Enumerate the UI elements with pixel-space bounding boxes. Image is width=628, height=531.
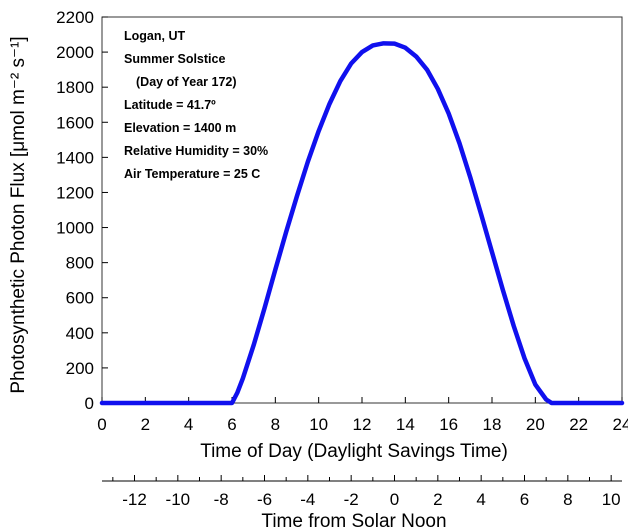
y-tick-label: 600: [66, 289, 94, 308]
y-axis-title: Photosynthetic Photon Flux [μmol m⁻² s⁻¹…: [8, 36, 29, 393]
x-tick-label: 6: [227, 415, 236, 434]
x-tick-label: 12: [353, 415, 372, 434]
ppf-series-line: [99, 41, 625, 406]
x-tick-label: 2: [141, 415, 150, 434]
secondary-tick-label: 10: [602, 490, 621, 509]
x-tick-label: 10: [309, 415, 328, 434]
secondary-tick-label: -12: [122, 490, 147, 509]
y-tick-label: 1400: [56, 148, 94, 167]
y-tick-marks: [102, 16, 108, 404]
x-tick-label: 16: [439, 415, 458, 434]
secondary-tick-label: -10: [166, 490, 191, 509]
annotation-line: Logan, UT: [124, 29, 185, 43]
secondary-axis-tick-marks: [112, 475, 612, 481]
x-tick-label: 22: [569, 415, 588, 434]
annotation-line: (Day of Year 172): [136, 75, 237, 89]
x-tick-label: 0: [97, 415, 106, 434]
secondary-tick-label: -4: [300, 490, 315, 509]
secondary-tick-label: 2: [433, 490, 442, 509]
y-tick-label: 1000: [56, 219, 94, 238]
annotation-line: Elevation = 1400 m: [124, 121, 236, 135]
y-tick-label: 400: [66, 324, 94, 343]
secondary-tick-label: 6: [520, 490, 529, 509]
secondary-tick-label: 4: [476, 490, 485, 509]
x-tick-label: 8: [271, 415, 280, 434]
y-tick-label: 800: [66, 254, 94, 273]
x-tick-label: 14: [396, 415, 415, 434]
x-tick-labels: 0 2 4 6 8 10 12 14 16 18 20 22 24: [97, 415, 628, 434]
secondary-tick-label: -8: [214, 490, 229, 509]
secondary-axis-title: Time from Solar Noon: [261, 511, 446, 531]
x-axis-title: Time of Day (Daylight Savings Time): [200, 441, 508, 462]
y-tick-labels: 0 200 400 600 800 1000 1200 1400 1600 1800 2000 220…: [56, 8, 94, 413]
x-tick-label: 18: [483, 415, 502, 434]
annotation-line: Summer Solstice: [124, 52, 225, 66]
secondary-tick-label: -6: [257, 490, 272, 509]
x-tick-label: 24: [613, 415, 628, 434]
secondary-axis-tick-labels: -12 -10 -8 -6 -4 -2 0 2 4 6 8 10: [122, 490, 620, 509]
annotation-block: Logan, UT Summer Solstice (Day of Year 172…: [124, 29, 268, 181]
x-tick-label: 20: [526, 415, 545, 434]
y-tick-label: 200: [66, 359, 94, 378]
y-tick-label: 1800: [56, 78, 94, 97]
y-tick-label: 0: [85, 394, 94, 413]
series-layer: [99, 41, 625, 406]
secondary-tick-label: -2: [344, 490, 359, 509]
annotation-line: Latitude = 41.7º: [124, 98, 216, 112]
annotation-line: Relative Humidity = 30%: [124, 144, 268, 158]
secondary-tick-label: 0: [390, 490, 399, 509]
x-tick-label: 4: [184, 415, 193, 434]
y-tick-label: 2200: [56, 8, 94, 27]
annotation-line: Air Temperature = 25 C: [124, 167, 260, 181]
y-tick-label: 1600: [56, 113, 94, 132]
y-tick-label: 2000: [56, 43, 94, 62]
y-tick-label: 1200: [56, 183, 94, 202]
secondary-tick-label: 8: [563, 490, 572, 509]
